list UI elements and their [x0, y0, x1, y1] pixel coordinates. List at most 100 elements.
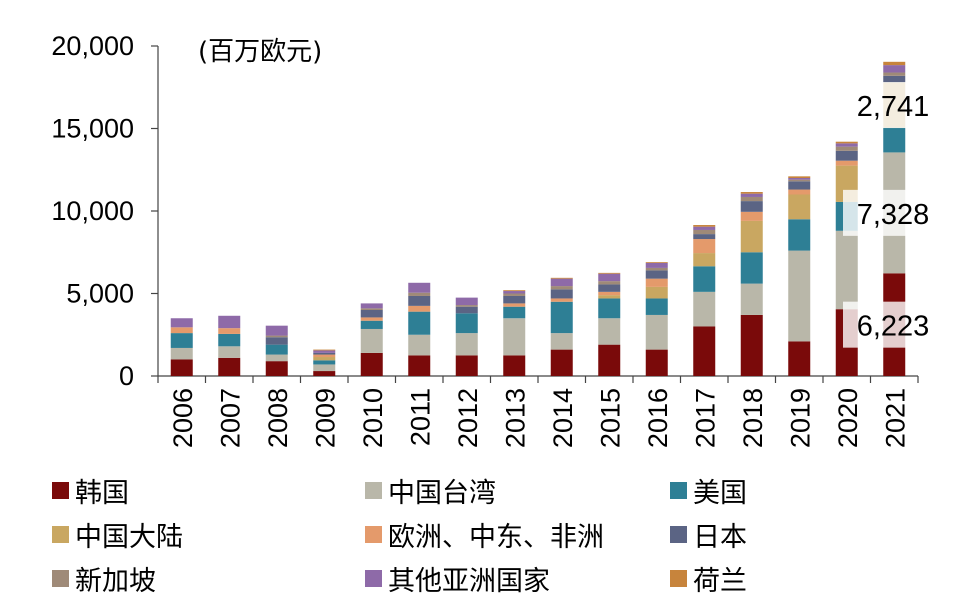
callout-box [843, 82, 943, 129]
bar-segment [835, 141, 858, 144]
bar-segment [835, 143, 858, 147]
bar-segment [550, 349, 573, 376]
legend-item: 其他亚洲国家 [365, 558, 550, 598]
bar-segment [313, 357, 336, 361]
bar-segment [408, 305, 431, 312]
bar-segment [170, 333, 193, 348]
bar-segment [788, 179, 811, 182]
bar-segment [550, 333, 573, 350]
legend-label: 中国大陆 [75, 521, 183, 553]
bar-segment [313, 360, 336, 365]
bar-segment [740, 283, 763, 315]
bar-segment [788, 189, 811, 195]
bar-stacks [170, 61, 906, 376]
bar-segment [598, 298, 621, 319]
callout-box [843, 301, 943, 348]
bar-segment [170, 359, 193, 376]
callout-label: 2,741 [857, 91, 930, 123]
bar-segment [455, 355, 478, 376]
bar-segment [883, 75, 906, 83]
callout-group: 2,741 7,328 6,223 [843, 82, 943, 348]
bar-segment [693, 225, 716, 227]
bar-segment [693, 253, 716, 267]
legend-swatch [52, 481, 69, 499]
x-tick-label: 2016 [643, 388, 673, 448]
bar-segment [360, 328, 383, 353]
bar-segment [265, 354, 288, 362]
bar-segment [693, 326, 716, 376]
legend-swatch [670, 481, 687, 499]
bar-segment [693, 266, 716, 292]
bar-segment [835, 150, 858, 161]
bar-segment [455, 306, 478, 314]
bar-segment [740, 314, 763, 376]
legend-swatch [365, 481, 382, 499]
bar-segment [598, 284, 621, 292]
x-tick-label: 2014 [548, 388, 578, 448]
callout-box [843, 189, 943, 236]
bar-segment [693, 239, 716, 254]
bar-segment [503, 293, 526, 296]
bar-segment [218, 315, 241, 329]
bar-segment [598, 295, 621, 299]
bar-segment [550, 277, 573, 279]
bar-segment [313, 364, 336, 372]
bar-segment [788, 178, 811, 180]
bar-segment [693, 226, 716, 230]
bar-segment [835, 146, 858, 151]
bar-segment [788, 341, 811, 376]
bar-segment [360, 308, 383, 310]
legend-label: 新加坡 [75, 565, 156, 597]
bar-segment [788, 194, 811, 220]
bar-segment [645, 298, 668, 315]
bar-segment [170, 327, 193, 334]
x-tick-label: 2013 [500, 388, 530, 448]
x-tick-label: 2018 [738, 388, 768, 448]
bar-segment [693, 234, 716, 240]
x-tick-label: 2011 [405, 388, 435, 446]
bar-segment [645, 278, 668, 287]
bar-segment [693, 229, 716, 235]
bar-segment [503, 291, 526, 294]
bar-segment [218, 328, 241, 334]
x-tick-label: 2020 [833, 388, 863, 448]
bar-segment [360, 317, 383, 321]
legend-swatch [52, 569, 69, 587]
x-tick-label: 2021 [880, 388, 910, 448]
bar-segment [598, 318, 621, 345]
x-tick-label: 2019 [785, 388, 815, 448]
y-tick-label: 5,000 [66, 279, 134, 309]
bar-segment [265, 325, 288, 336]
legend: 韩国 中国台湾 美国 中国大陆 欧洲、中东、非洲 日本 新加坡 其他亚洲国家 荷兰 [52, 470, 952, 605]
bar-segment [740, 193, 763, 197]
legend-item: 中国台湾 [365, 470, 496, 510]
bar-segment [313, 352, 336, 355]
bar-segment [550, 289, 573, 299]
bar-segment [265, 361, 288, 376]
x-tick-label: 2006 [168, 388, 198, 448]
bar-segment [265, 344, 288, 355]
bar-segment [883, 65, 906, 73]
bar-segment [503, 318, 526, 356]
bar-segment [740, 192, 763, 194]
legend-label: 欧洲、中东、非洲 [388, 521, 604, 553]
bar-segment [408, 282, 431, 293]
bar-segment [360, 303, 383, 309]
bar-segment [218, 346, 241, 358]
legend-label: 美国 [693, 477, 747, 509]
bar-segment [598, 281, 621, 285]
bar-segment [218, 357, 241, 376]
legend-swatch [365, 569, 382, 587]
bar-segment [455, 313, 478, 334]
bar-segment [265, 335, 288, 338]
bar-segment [693, 291, 716, 327]
y-tick-group: 0 5,000 10,000 15,000 20,000 [51, 31, 158, 391]
bar-segment [550, 298, 573, 302]
bar-segment [598, 344, 621, 376]
bar-segment [503, 295, 526, 304]
bar-segment [788, 219, 811, 251]
bar-segment [408, 334, 431, 356]
callout-label: 6,223 [857, 311, 930, 343]
bar-segment [645, 286, 668, 299]
bar-segment [740, 201, 763, 212]
